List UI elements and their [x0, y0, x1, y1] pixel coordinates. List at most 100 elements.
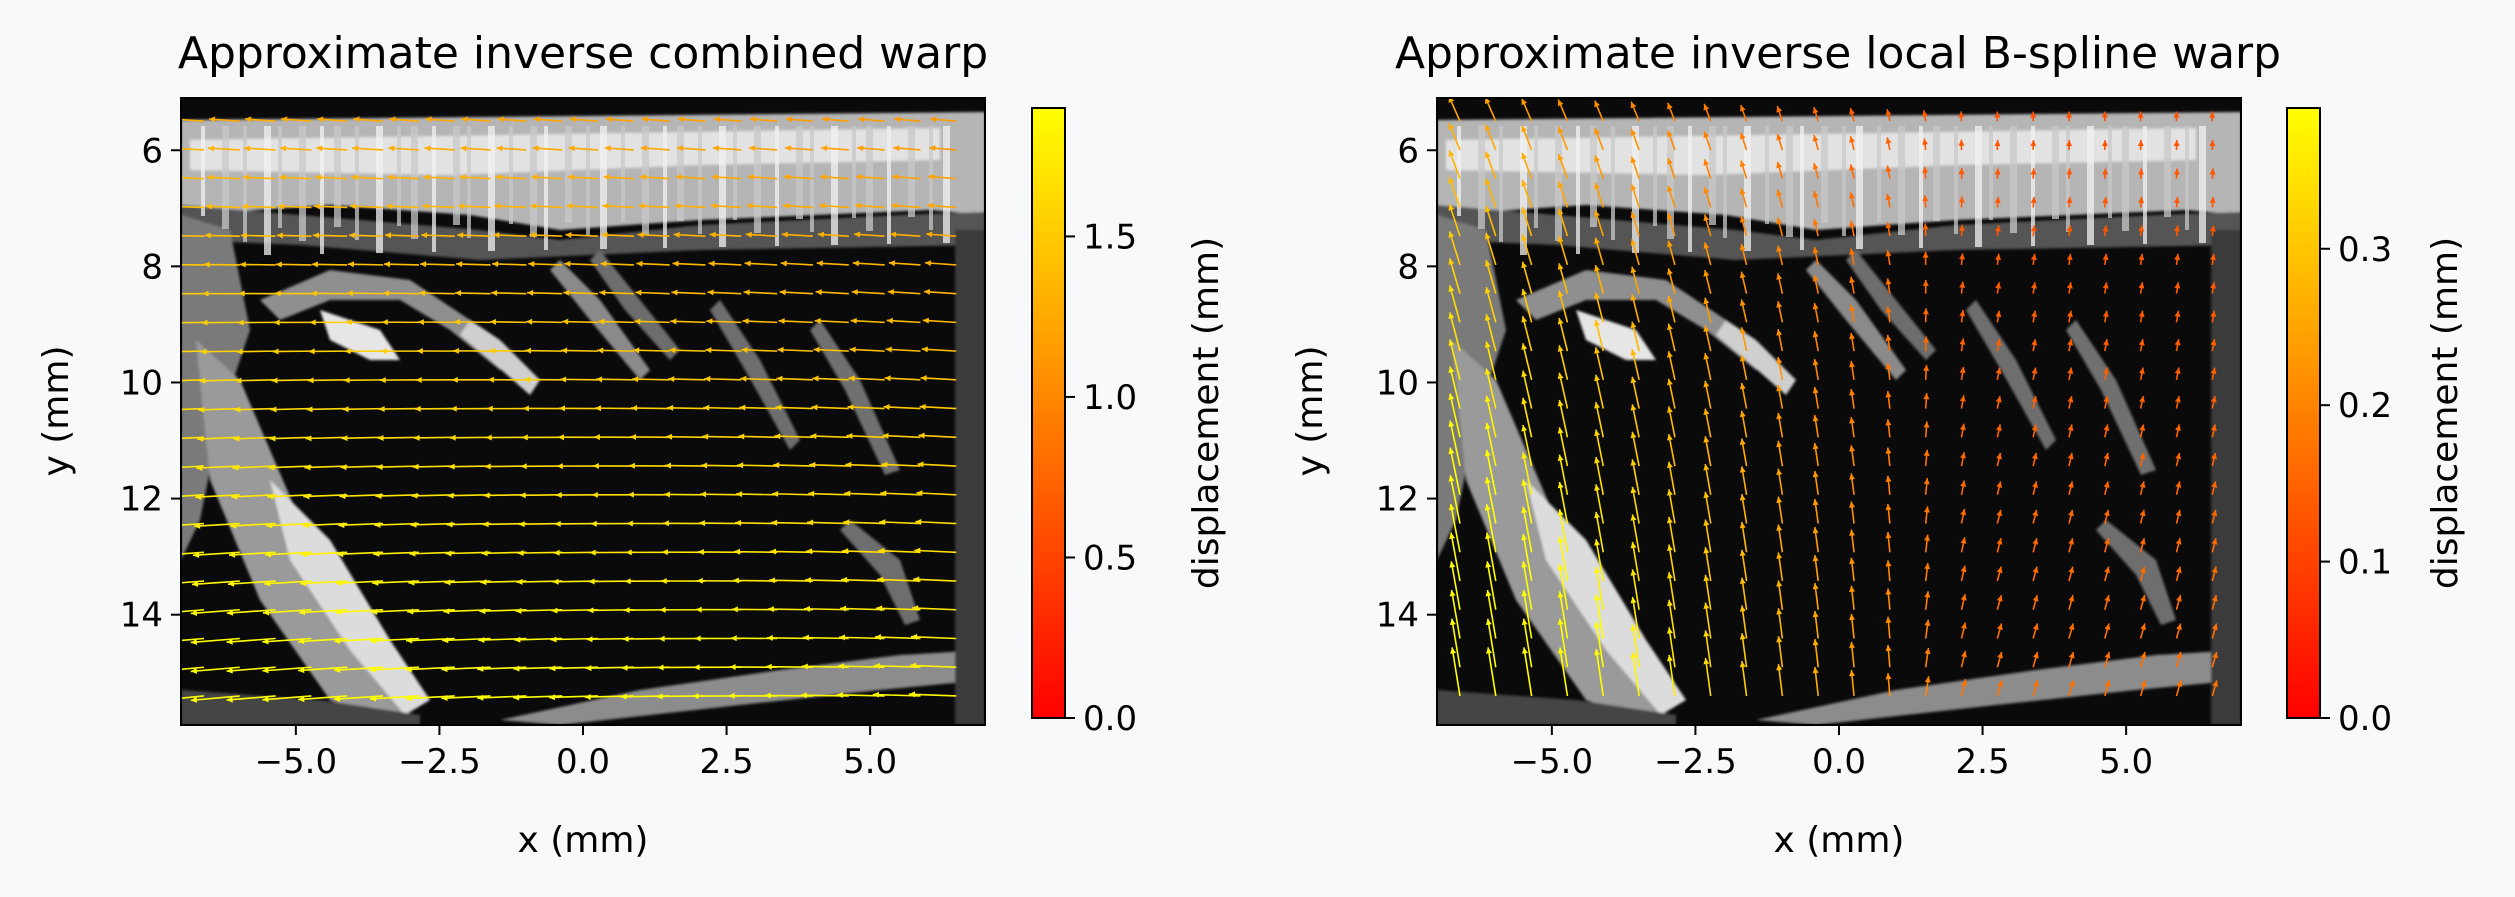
quiver-arrow: [1703, 214, 1712, 237]
quiver-arrow: [1923, 449, 1930, 467]
quiver-arrow: [1849, 417, 1856, 438]
texture-streak: [831, 126, 838, 245]
texture-streak: [1989, 126, 1993, 220]
quiver-arrow: [268, 464, 312, 471]
quiver-arrow: [2104, 537, 2110, 553]
quiver-arrow: [1557, 153, 1569, 179]
colorbar-ticks: 0.0 0.1 0.2 0.3: [2320, 230, 2392, 739]
quiver-arrow: [1703, 408, 1712, 438]
quiver-arrow: [2175, 623, 2182, 639]
quiver-arrow: [1812, 162, 1819, 179]
quiver-arrow: [1484, 124, 1497, 151]
quiver-arrow: [417, 319, 455, 326]
x-tick-label: 2.5: [1956, 742, 2010, 782]
quiver-arrow: [1594, 347, 1605, 381]
quiver-arrow: [568, 145, 599, 152]
quiver-arrow: [181, 321, 204, 324]
quiver-arrow: [2030, 168, 2037, 179]
quiver-arrow: [1703, 547, 1712, 582]
quiver-arrow: [445, 550, 491, 557]
quiver-arrow: [1448, 149, 1461, 179]
texture-streak: [2052, 126, 2059, 219]
quiver-arrow: [747, 174, 778, 181]
quiver-arrow: [882, 432, 921, 439]
quiver-arrow: [525, 347, 563, 354]
quiver-arrow: [846, 432, 885, 439]
quiver-arrow: [376, 463, 419, 470]
quiver-arrow: [338, 522, 384, 529]
quiver-arrow: [740, 375, 778, 382]
quiver-arrow: [1557, 126, 1569, 151]
quiver-arrow: [340, 464, 384, 471]
quiver-arrow: [2031, 282, 2037, 294]
quiver-arrow: [198, 406, 240, 413]
quiver-arrow: [2210, 424, 2217, 438]
quiver-arrow: [675, 174, 706, 181]
quiver-arrow: [2030, 140, 2037, 150]
quiver-arrow: [2104, 566, 2110, 582]
quiver-arrow: [2031, 310, 2038, 323]
quiver-arrow: [270, 406, 312, 413]
quiver-arrow: [497, 116, 527, 123]
quiver-arrow: [2032, 623, 2039, 639]
quiver-arrow: [1996, 651, 2003, 668]
quiver-arrow: [1521, 288, 1533, 323]
quiver-arrow: [1448, 231, 1461, 266]
quiver-arrow: [712, 145, 742, 152]
quiver-arrow: [2066, 140, 2073, 150]
quiver-arrow: [635, 289, 670, 296]
quiver-arrow: [451, 376, 491, 383]
quiver-arrow: [1630, 541, 1640, 582]
quiver-arrow: [1885, 278, 1892, 294]
quiver-arrow: [1557, 427, 1569, 467]
colorbar-label: displacement (mm): [1186, 237, 1227, 589]
quiver-arrow: [1885, 165, 1892, 179]
quiver-arrow: [776, 375, 814, 382]
quiver-arrow: [2067, 424, 2074, 438]
quiver-arrow: [1484, 178, 1497, 208]
quiver-arrow: [1521, 315, 1533, 352]
quiver-arrow: [1666, 654, 1676, 697]
quiver-arrow: [1630, 183, 1640, 208]
quiver-arrow: [492, 261, 527, 268]
quiver-arrow: [459, 174, 491, 181]
quiver-arrow: [2032, 537, 2039, 553]
quiver-arrow: [600, 260, 634, 267]
quiver-arrow: [2103, 424, 2110, 438]
quiver-arrow: [1630, 156, 1640, 179]
quiver-arrow: [781, 231, 814, 238]
quiver-arrow: [919, 403, 957, 410]
quiver-arrow: [564, 260, 599, 267]
quiver-arrow: [1739, 577, 1748, 610]
quiver-arrow: [909, 662, 957, 669]
quiver-arrow: [1739, 243, 1748, 266]
quiver-arrow: [420, 261, 455, 268]
quiver-arrow: [1594, 539, 1605, 582]
texture-streak: [1975, 126, 1982, 247]
quiver-arrow: [596, 376, 634, 383]
colorbar-tick-label: 0.3: [2338, 230, 2392, 270]
quiver-arrow: [530, 203, 563, 210]
quiver-arrow: [1666, 627, 1676, 668]
quiver-arrow: [839, 605, 885, 612]
quiver-arrow: [1923, 393, 1930, 409]
quiver-arrow: [231, 493, 276, 500]
quiver-arrow: [1849, 304, 1856, 323]
quiver-arrow: [803, 605, 849, 612]
quiver-arrow: [1594, 127, 1605, 151]
quiver-arrow: [1812, 274, 1820, 294]
quiver-arrow: [453, 318, 491, 325]
x-axis-label: x (mm): [518, 820, 649, 861]
quiver-arrow: [1885, 644, 1892, 668]
quiver-arrow: [1630, 514, 1640, 553]
texture-streak: [264, 126, 271, 255]
quiver-arrow: [930, 116, 957, 123]
quiver-arrow: [2068, 537, 2075, 553]
quiver-arrow: [273, 319, 312, 326]
quiver-arrow: [602, 203, 634, 210]
ultrasound-image: [1437, 98, 2241, 725]
quiver-arrow: [352, 145, 384, 152]
quiver-arrow: [2139, 566, 2146, 582]
quiver-arrow: [1996, 594, 2003, 610]
quiver-arrow: [2104, 651, 2111, 668]
